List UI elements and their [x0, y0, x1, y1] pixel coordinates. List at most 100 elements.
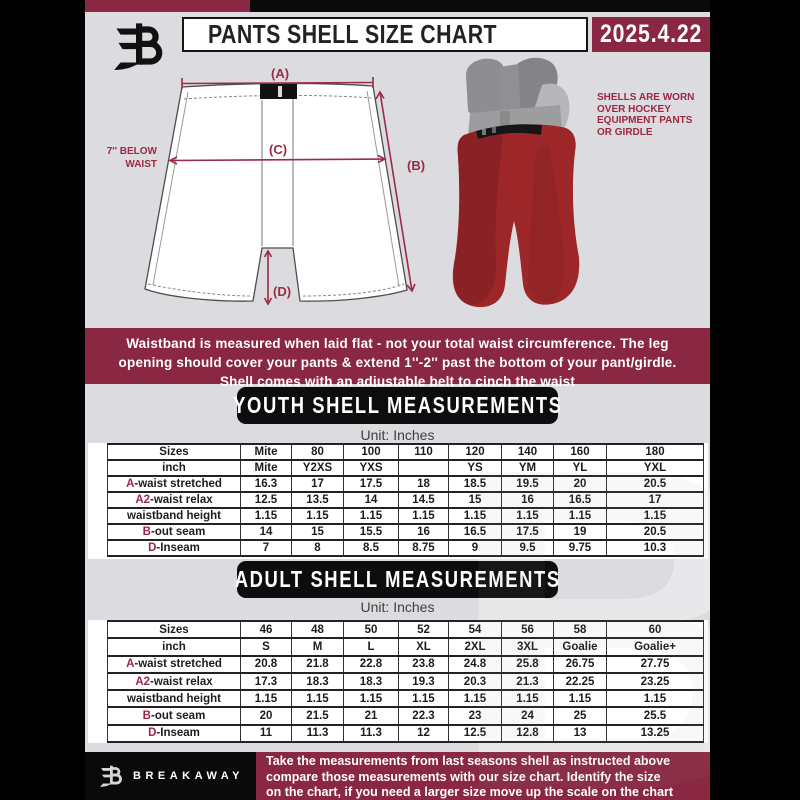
- row-label: B-out seam: [107, 706, 241, 726]
- value-cell: 20: [240, 706, 292, 726]
- value-cell: 120: [448, 443, 502, 461]
- value-cell: 20.3: [448, 671, 502, 692]
- value-cell: 10.3: [606, 539, 704, 557]
- value-cell: 1.15: [291, 507, 344, 525]
- table-row: inch Mite Y2XS YXS YS YM YL YXL: [107, 459, 704, 477]
- row-label: inch: [107, 637, 241, 657]
- value-cell: 11.3: [343, 723, 399, 744]
- value-cell: 21.5: [291, 706, 344, 726]
- value-cell: 7: [240, 539, 292, 557]
- footer-instructions: Take the measurements from last seasons …: [256, 752, 710, 800]
- value-cell: 8: [291, 539, 344, 557]
- value-cell: 20.5: [606, 523, 704, 541]
- adult-size-table: Sizes 46 48 50 52 54 56 58 60 inch S M L XL 2XL 3XL Goal…: [107, 619, 704, 744]
- breakaway-logo-icon: [114, 23, 163, 70]
- measure-label-d: (D): [273, 284, 292, 299]
- table-row: Sizes 46 48 50 52 54 56 58 60: [107, 619, 704, 640]
- table-row: inch S M L XL 2XL 3XL Goalie Goalie+: [107, 637, 704, 657]
- top-accent-strip: [85, 0, 250, 12]
- below-waist-note: 7'' BELOW WAIST: [106, 146, 157, 170]
- row-label: Sizes: [107, 619, 241, 640]
- value-cell: YM: [501, 459, 554, 477]
- value-cell: 1.15: [448, 507, 502, 525]
- youth-size-table: Sizes Mite 80 100 110 120 140 160 180 inch Mite Y2X…: [107, 443, 704, 557]
- value-cell: 21: [343, 706, 399, 726]
- top-black-strip: [250, 0, 710, 12]
- value-cell: 19: [553, 523, 607, 541]
- value-cell: 18: [398, 475, 449, 493]
- value-cell: Mite: [240, 459, 292, 477]
- value-cell: 180: [606, 443, 704, 461]
- value-cell: 15: [448, 491, 502, 509]
- value-cell: 9: [448, 539, 502, 557]
- value-cell: 12.8: [501, 723, 554, 744]
- value-cell: 14.5: [398, 491, 449, 509]
- youth-section-banner: YOUTH SHELL MEASUREMENTS: [233, 387, 561, 424]
- value-cell: 52: [398, 619, 449, 640]
- value-cell: 16: [398, 523, 449, 541]
- value-cell: 25.8: [501, 654, 554, 674]
- value-cell: 9.75: [553, 539, 607, 557]
- value-cell: 8.5: [343, 539, 399, 557]
- value-cell: 21.8: [291, 654, 344, 674]
- pants-diagram: [144, 77, 416, 306]
- youth-unit-label: Unit: Inches: [360, 427, 435, 443]
- value-cell: 22.3: [398, 706, 449, 726]
- value-cell: 8.75: [398, 539, 449, 557]
- value-cell: 60: [606, 619, 704, 640]
- row-label: inch: [107, 459, 241, 477]
- value-cell: 48: [291, 619, 344, 640]
- value-cell: YXL: [606, 459, 704, 477]
- value-cell: 23: [448, 706, 502, 726]
- value-cell: 1.15: [606, 507, 704, 525]
- value-cell: 1.15: [501, 689, 554, 709]
- value-cell: 17.3: [240, 671, 292, 692]
- value-cell: 26.75: [553, 654, 607, 674]
- value-cell: 24: [501, 706, 554, 726]
- table-row: waistband height 1.15 1.15 1.15 1.15 1.15 1.15…: [107, 507, 704, 525]
- table-row: A-waist stretched 16.3 17 17.5 18 18.5 19.5 20 2…: [107, 475, 704, 493]
- value-cell: 17.5: [343, 475, 399, 493]
- page-title: PANTS SHELL SIZE CHART: [208, 19, 497, 49]
- table-row: A2-waist relax 12.5 13.5 14 14.5 15 16 16.5 17: [107, 491, 704, 509]
- value-cell: 17: [606, 491, 704, 509]
- shell-usage-note: SHELLS ARE WORN OVER HOCKEY EQUIPMENT PA…: [597, 92, 695, 138]
- value-cell: 25.5: [606, 706, 704, 726]
- breakaway-footer-logo-icon: [100, 765, 122, 787]
- row-label: waistband height: [107, 689, 241, 709]
- value-cell: M: [291, 637, 344, 657]
- value-cell: 16.3: [240, 475, 292, 493]
- value-cell: S: [240, 637, 292, 657]
- row-label: B-out seam: [107, 523, 241, 541]
- value-cell: 2XL: [448, 637, 502, 657]
- brand-name: BREAKAWAY: [133, 770, 244, 782]
- value-cell: 13: [553, 723, 607, 744]
- adult-unit-label: Unit: Inches: [360, 599, 435, 615]
- value-cell: 23.8: [398, 654, 449, 674]
- value-cell: 3XL: [501, 637, 554, 657]
- value-cell: 1.15: [240, 689, 292, 709]
- value-cell: Goalie: [553, 637, 607, 657]
- value-cell: 1.15: [240, 507, 292, 525]
- value-cell: 80: [291, 443, 344, 461]
- value-cell: 110: [398, 443, 449, 461]
- value-cell: 12.5: [240, 491, 292, 509]
- row-label: A2-waist relax: [107, 491, 241, 509]
- table-row: A-waist stretched 20.8 21.8 22.8 23.8 24.8 25.…: [107, 654, 704, 674]
- value-cell: 160: [553, 443, 607, 461]
- value-cell: 1.15: [606, 689, 704, 709]
- value-cell: 12: [398, 723, 449, 744]
- row-label-prefix: B: [142, 526, 151, 538]
- value-cell: 25: [553, 706, 607, 726]
- value-cell: 13.25: [606, 723, 704, 744]
- value-cell: 19.3: [398, 671, 449, 692]
- value-cell: 16: [501, 491, 554, 509]
- table-row: D-Inseam 11 11.3 11.3 12 12.5 12.8 13 13.25: [107, 723, 704, 744]
- page: B PANTS SHELL SIZE CHART 2025.4.22: [85, 0, 710, 800]
- value-cell: 1.15: [501, 507, 554, 525]
- value-cell: 1.15: [398, 507, 449, 525]
- table-row: D-Inseam 7 8 8.5 8.75 9 9.5 9.75 10.3: [107, 539, 704, 557]
- value-cell: 17: [291, 475, 344, 493]
- value-cell: 14: [343, 491, 399, 509]
